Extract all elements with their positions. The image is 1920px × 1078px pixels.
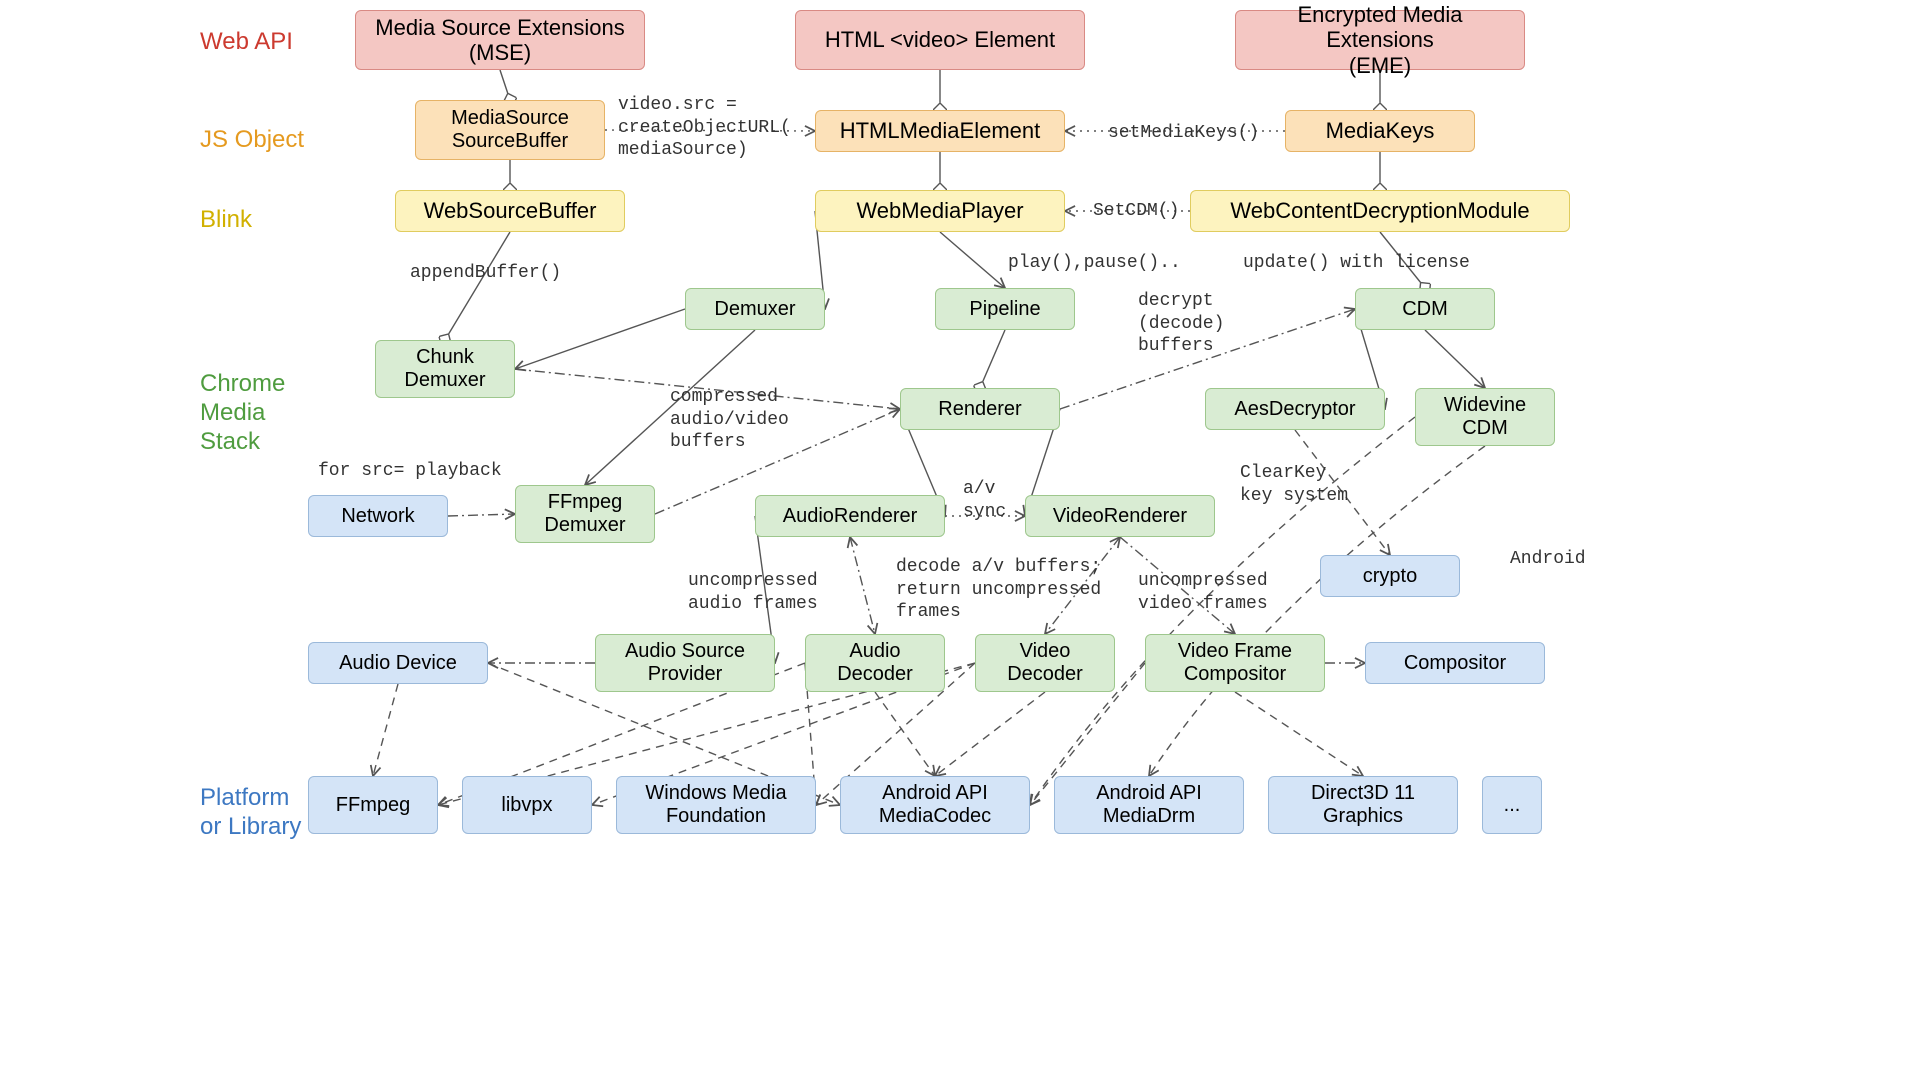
node-amc: Android API MediaCodec <box>840 776 1030 834</box>
node-cdm: CDM <box>1355 288 1495 330</box>
edge-label-el1: video.src = createObjectURL( mediaSource… <box>618 94 791 162</box>
edge-vfc-d3d <box>1235 692 1363 776</box>
edge-mse-srcbuf <box>500 70 510 100</box>
node-arender: AudioRenderer <box>755 495 945 537</box>
edge-label-el4: appendBuffer() <box>410 262 561 285</box>
node-wmf: Windows Media Foundation <box>616 776 816 834</box>
edge-adev-ffmpeg <box>373 684 398 776</box>
node-crypto: crypto <box>1320 555 1460 597</box>
node-comp: Compositor <box>1365 642 1545 684</box>
layer-label-lbl-blink: Blink <box>200 206 252 235</box>
node-vfc: Video Frame Compositor <box>1145 634 1325 692</box>
node-video: HTML <video> Element <box>795 10 1085 70</box>
node-ffmpeg: FFmpeg <box>308 776 438 834</box>
edge-vdec-amc <box>935 692 1045 776</box>
node-adrm: Android API MediaDrm <box>1054 776 1244 834</box>
edge-wsb-chunk <box>445 232 510 340</box>
edge-label-el6: update() with license <box>1243 252 1470 275</box>
node-chunk: Chunk Demuxer <box>375 340 515 398</box>
diagram-canvas: Web API JS Object Blink Chrome Media Stack P… <box>180 0 1740 876</box>
node-net: Network <box>308 495 448 537</box>
edge-label-el5: play(),pause().. <box>1008 252 1181 275</box>
edge-label-el7: decrypt (decode) buffers <box>1138 290 1224 358</box>
edge-arender-adec <box>850 537 875 634</box>
node-wsb: WebSourceBuffer <box>395 190 625 232</box>
node-demux: Demuxer <box>685 288 825 330</box>
node-render: Renderer <box>900 388 1060 430</box>
edge-adec-amc <box>875 692 935 776</box>
node-more: ... <box>1482 776 1542 834</box>
node-libvpx: libvpx <box>462 776 592 834</box>
node-adev: Audio Device <box>308 642 488 684</box>
node-aesdec: AesDecryptor <box>1205 388 1385 430</box>
node-vdec: Video Decoder <box>975 634 1115 692</box>
node-d3d: Direct3D 11 Graphics <box>1268 776 1458 834</box>
edge-label-el12: uncompressed audio frames <box>688 570 818 615</box>
node-mse: Media Source Extensions (MSE) <box>355 10 645 70</box>
node-asp: Audio Source Provider <box>595 634 775 692</box>
edge-label-el8: compressed audio/video buffers <box>670 386 789 454</box>
node-pipe: Pipeline <box>935 288 1075 330</box>
layer-label-lbl-webapi: Web API <box>200 28 293 57</box>
node-eme: Encrypted Media Extensions (EME) <box>1235 10 1525 70</box>
edge-net-ffdemux <box>448 514 515 516</box>
node-mkeys: MediaKeys <box>1285 110 1475 152</box>
node-adec: Audio Decoder <box>805 634 945 692</box>
edge-pipe-render <box>980 330 1005 388</box>
node-ffdemux: FFmpeg Demuxer <box>515 485 655 543</box>
edge-label-el3: SetCDM() <box>1093 200 1179 223</box>
edge-label-el2: setMediaKeys() <box>1108 122 1259 145</box>
node-wmp: WebMediaPlayer <box>815 190 1065 232</box>
edge-label-el14: uncompressed video frames <box>1138 570 1268 615</box>
node-srcbuf: MediaSource SourceBuffer <box>415 100 605 160</box>
node-vrender: VideoRenderer <box>1025 495 1215 537</box>
node-wvcdm: Widevine CDM <box>1415 388 1555 446</box>
edge-label-el11: a/v sync <box>963 478 1006 523</box>
layer-label-lbl-stack: Chrome Media Stack <box>200 370 285 456</box>
edge-label-el15: Android <box>1510 548 1586 571</box>
edge-label-el13: decode a/v buffers; return uncompressed … <box>896 556 1101 624</box>
edge-cdm-wvcdm <box>1425 330 1485 388</box>
node-htmlme: HTMLMediaElement <box>815 110 1065 152</box>
node-wcdm: WebContentDecryptionModule <box>1190 190 1570 232</box>
edge-wmp-pipe <box>940 232 1005 288</box>
layer-label-lbl-jsobject: JS Object <box>200 126 304 155</box>
edge-label-el9: for src= playback <box>318 460 502 483</box>
edge-demux-chunk <box>515 309 685 369</box>
layer-label-lbl-platform: Platform or Library <box>200 784 301 842</box>
edge-label-el10: ClearKey key system <box>1240 462 1348 507</box>
